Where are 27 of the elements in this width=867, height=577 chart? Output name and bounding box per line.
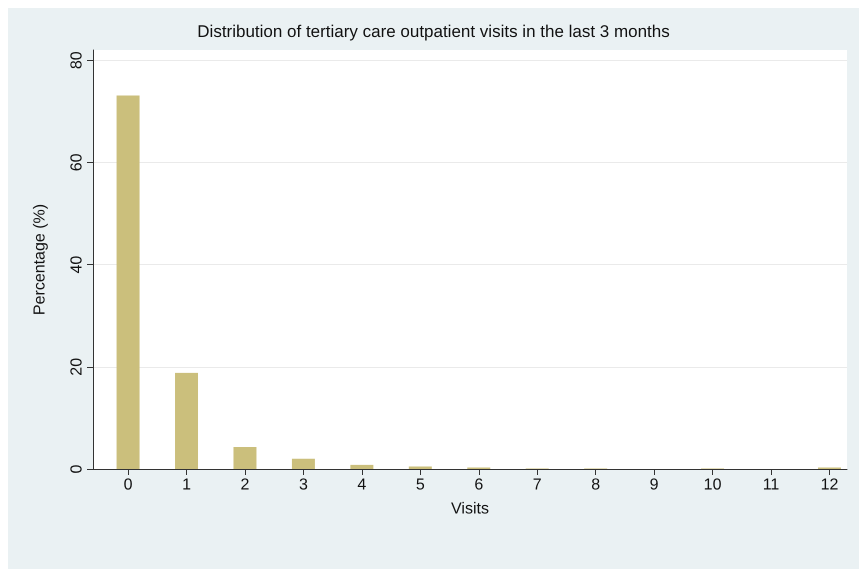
x-tick-label: 5 (416, 476, 425, 494)
x-tick-label: 3 (298, 476, 308, 494)
x-tick-label: 10 (704, 476, 722, 494)
y-tick-label: 20 (68, 358, 86, 376)
x-tick-label: 12 (820, 476, 838, 494)
x-tick-label: 4 (357, 476, 366, 494)
bar (408, 466, 432, 469)
bar (175, 372, 198, 469)
x-tick-label: 2 (240, 476, 250, 494)
y-tick-label: 40 (68, 256, 86, 274)
y-tick-label: 80 (68, 51, 86, 70)
bar (233, 447, 256, 469)
x-tick-label: 11 (762, 476, 780, 494)
x-tick-label: 7 (532, 476, 542, 494)
x-tick-label: 0 (124, 476, 133, 494)
x-tick-label: 6 (474, 476, 484, 494)
bar (116, 95, 140, 469)
x-axis-title: Visits (451, 500, 489, 518)
x-tick-label: 1 (182, 476, 192, 494)
x-tick-label: 8 (591, 476, 600, 494)
chart-title: Distribution of tertiary care outpatient visits in the last 3 months (197, 22, 670, 41)
y-tick-label: 0 (68, 464, 86, 474)
y-axis-title: Percentage (%) (32, 204, 48, 316)
bar (292, 458, 315, 469)
bar (350, 464, 374, 469)
y-tick-label: 60 (68, 153, 86, 172)
x-tick-label: 9 (650, 476, 659, 494)
